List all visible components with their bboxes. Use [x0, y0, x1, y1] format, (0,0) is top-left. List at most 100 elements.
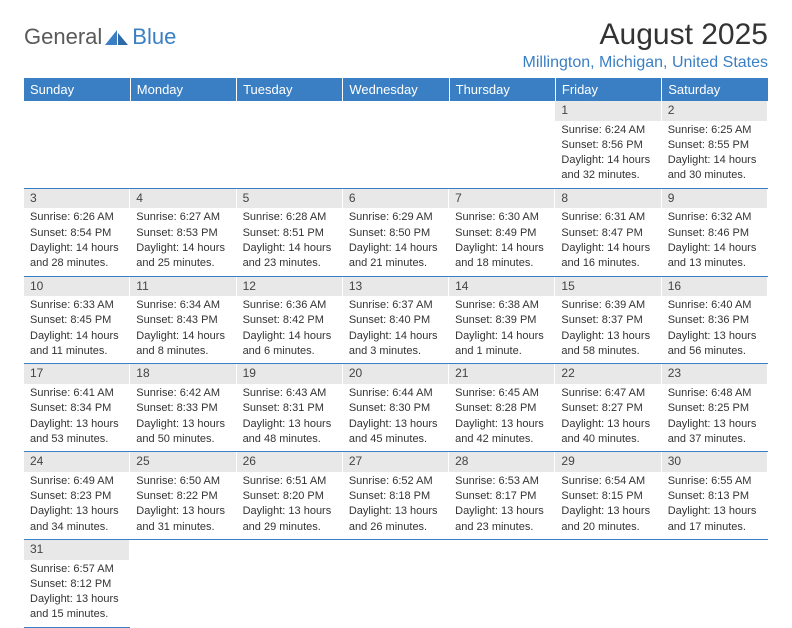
day-sunrise: Sunrise: 6:45 AM — [455, 386, 549, 400]
calendar-day: 22Sunrise: 6:47 AMSunset: 8:27 PMDayligh… — [555, 364, 661, 452]
calendar-day: 4Sunrise: 6:27 AMSunset: 8:53 PMDaylight… — [130, 188, 236, 276]
day-number: 22 — [555, 364, 661, 384]
day-number: 11 — [130, 277, 236, 297]
day-daylight1: Daylight: 14 hours — [30, 329, 124, 343]
day-number: 7 — [449, 189, 555, 209]
day-daylight1: Daylight: 13 hours — [349, 504, 443, 518]
day-number: 10 — [24, 277, 130, 297]
day-daylight1: Daylight: 14 hours — [349, 329, 443, 343]
day-daylight1: Daylight: 14 hours — [243, 329, 337, 343]
day-number: 19 — [237, 364, 343, 384]
day-sunrise: Sunrise: 6:27 AM — [136, 210, 230, 224]
day-number: 28 — [449, 452, 555, 472]
day-content: Sunrise: 6:29 AMSunset: 8:50 PMDaylight:… — [343, 208, 449, 275]
month-title: August 2025 — [523, 18, 768, 52]
day-number: 26 — [237, 452, 343, 472]
day-number: 5 — [237, 189, 343, 209]
calendar-empty — [662, 539, 768, 627]
day-sunrise: Sunrise: 6:42 AM — [136, 386, 230, 400]
day-sunrise: Sunrise: 6:31 AM — [561, 210, 655, 224]
day-content: Sunrise: 6:52 AMSunset: 8:18 PMDaylight:… — [343, 472, 449, 539]
day-daylight1: Daylight: 14 hours — [136, 241, 230, 255]
day-sunset: Sunset: 8:45 PM — [30, 313, 124, 327]
logo: General Blue — [24, 24, 176, 50]
calendar-day: 7Sunrise: 6:30 AMSunset: 8:49 PMDaylight… — [449, 188, 555, 276]
calendar-day: 24Sunrise: 6:49 AMSunset: 8:23 PMDayligh… — [24, 452, 130, 540]
day-content: Sunrise: 6:54 AMSunset: 8:15 PMDaylight:… — [555, 472, 661, 539]
day-content: Sunrise: 6:33 AMSunset: 8:45 PMDaylight:… — [24, 296, 130, 363]
day-sunset: Sunset: 8:37 PM — [561, 313, 655, 327]
day-content: Sunrise: 6:39 AMSunset: 8:37 PMDaylight:… — [555, 296, 661, 363]
day-sunrise: Sunrise: 6:48 AM — [668, 386, 762, 400]
day-daylight2: and 40 minutes. — [561, 432, 655, 446]
day-daylight2: and 42 minutes. — [455, 432, 549, 446]
day-number: 2 — [662, 101, 768, 121]
day-sunset: Sunset: 8:22 PM — [136, 489, 230, 503]
calendar-day: 28Sunrise: 6:53 AMSunset: 8:17 PMDayligh… — [449, 452, 555, 540]
day-sunset: Sunset: 8:49 PM — [455, 226, 549, 240]
day-daylight1: Daylight: 14 hours — [668, 153, 762, 167]
day-daylight1: Daylight: 13 hours — [243, 504, 337, 518]
day-sunrise: Sunrise: 6:41 AM — [30, 386, 124, 400]
day-sunset: Sunset: 8:18 PM — [349, 489, 443, 503]
calendar-day: 26Sunrise: 6:51 AMSunset: 8:20 PMDayligh… — [237, 452, 343, 540]
day-sunset: Sunset: 8:43 PM — [136, 313, 230, 327]
weekday-header: Monday — [130, 78, 236, 101]
day-sunset: Sunset: 8:23 PM — [30, 489, 124, 503]
calendar-row: 17Sunrise: 6:41 AMSunset: 8:34 PMDayligh… — [24, 364, 768, 452]
calendar-day: 8Sunrise: 6:31 AMSunset: 8:47 PMDaylight… — [555, 188, 661, 276]
calendar-empty — [130, 101, 236, 188]
day-sunset: Sunset: 8:36 PM — [668, 313, 762, 327]
day-content: Sunrise: 6:36 AMSunset: 8:42 PMDaylight:… — [237, 296, 343, 363]
day-sunrise: Sunrise: 6:29 AM — [349, 210, 443, 224]
day-daylight1: Daylight: 13 hours — [349, 417, 443, 431]
day-daylight1: Daylight: 13 hours — [136, 504, 230, 518]
day-number: 20 — [343, 364, 449, 384]
calendar-day: 9Sunrise: 6:32 AMSunset: 8:46 PMDaylight… — [662, 188, 768, 276]
calendar-day: 6Sunrise: 6:29 AMSunset: 8:50 PMDaylight… — [343, 188, 449, 276]
day-number: 23 — [662, 364, 768, 384]
day-sunset: Sunset: 8:17 PM — [455, 489, 549, 503]
day-content: Sunrise: 6:53 AMSunset: 8:17 PMDaylight:… — [449, 472, 555, 539]
day-content: Sunrise: 6:40 AMSunset: 8:36 PMDaylight:… — [662, 296, 768, 363]
day-daylight2: and 20 minutes. — [561, 520, 655, 534]
calendar-day: 16Sunrise: 6:40 AMSunset: 8:36 PMDayligh… — [662, 276, 768, 364]
day-content: Sunrise: 6:30 AMSunset: 8:49 PMDaylight:… — [449, 208, 555, 275]
weekday-header: Friday — [555, 78, 661, 101]
day-daylight1: Daylight: 14 hours — [668, 241, 762, 255]
day-sunrise: Sunrise: 6:32 AM — [668, 210, 762, 224]
logo-text-blue: Blue — [132, 24, 176, 50]
day-daylight1: Daylight: 13 hours — [136, 417, 230, 431]
day-sunrise: Sunrise: 6:49 AM — [30, 474, 124, 488]
day-sunrise: Sunrise: 6:40 AM — [668, 298, 762, 312]
day-daylight2: and 8 minutes. — [136, 344, 230, 358]
day-content: Sunrise: 6:44 AMSunset: 8:30 PMDaylight:… — [343, 384, 449, 451]
day-content: Sunrise: 6:57 AMSunset: 8:12 PMDaylight:… — [24, 560, 130, 627]
day-content: Sunrise: 6:47 AMSunset: 8:27 PMDaylight:… — [555, 384, 661, 451]
day-daylight1: Daylight: 14 hours — [561, 241, 655, 255]
calendar-day: 20Sunrise: 6:44 AMSunset: 8:30 PMDayligh… — [343, 364, 449, 452]
day-number: 13 — [343, 277, 449, 297]
calendar-day: 5Sunrise: 6:28 AMSunset: 8:51 PMDaylight… — [237, 188, 343, 276]
weekday-header: Wednesday — [343, 78, 449, 101]
day-daylight2: and 50 minutes. — [136, 432, 230, 446]
day-sunrise: Sunrise: 6:34 AM — [136, 298, 230, 312]
day-daylight1: Daylight: 14 hours — [455, 241, 549, 255]
day-content: Sunrise: 6:45 AMSunset: 8:28 PMDaylight:… — [449, 384, 555, 451]
calendar-day: 30Sunrise: 6:55 AMSunset: 8:13 PMDayligh… — [662, 452, 768, 540]
calendar-row: 10Sunrise: 6:33 AMSunset: 8:45 PMDayligh… — [24, 276, 768, 364]
day-daylight2: and 32 minutes. — [561, 168, 655, 182]
day-daylight2: and 37 minutes. — [668, 432, 762, 446]
day-number: 4 — [130, 189, 236, 209]
day-sunrise: Sunrise: 6:51 AM — [243, 474, 337, 488]
calendar-day: 21Sunrise: 6:45 AMSunset: 8:28 PMDayligh… — [449, 364, 555, 452]
day-content: Sunrise: 6:28 AMSunset: 8:51 PMDaylight:… — [237, 208, 343, 275]
day-number: 31 — [24, 540, 130, 560]
calendar-day: 10Sunrise: 6:33 AMSunset: 8:45 PMDayligh… — [24, 276, 130, 364]
day-daylight1: Daylight: 13 hours — [30, 504, 124, 518]
calendar-day: 12Sunrise: 6:36 AMSunset: 8:42 PMDayligh… — [237, 276, 343, 364]
day-sunset: Sunset: 8:55 PM — [668, 138, 762, 152]
day-sunset: Sunset: 8:12 PM — [30, 577, 124, 591]
weekday-header: Thursday — [449, 78, 555, 101]
day-content: Sunrise: 6:25 AMSunset: 8:55 PMDaylight:… — [662, 121, 768, 188]
